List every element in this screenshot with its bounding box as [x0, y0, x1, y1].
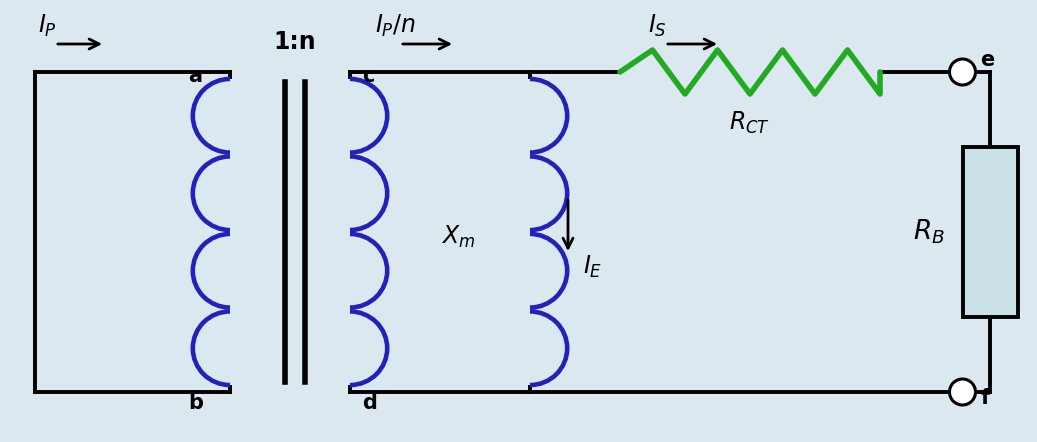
Text: d: d: [362, 393, 376, 413]
Text: $X_m$: $X_m$: [441, 224, 475, 250]
Text: $I_P$: $I_P$: [38, 13, 57, 39]
Circle shape: [950, 59, 976, 85]
Text: e: e: [981, 50, 994, 70]
Text: 1:n: 1:n: [274, 30, 316, 54]
Text: $R_B$: $R_B$: [913, 218, 945, 246]
Text: b: b: [188, 393, 203, 413]
Text: c: c: [362, 66, 374, 86]
Text: $I_E$: $I_E$: [583, 254, 602, 280]
Text: a: a: [188, 66, 202, 86]
Text: $I_S$: $I_S$: [648, 13, 667, 39]
Text: f: f: [981, 388, 989, 408]
Text: $I_P/n$: $I_P/n$: [375, 13, 416, 39]
Circle shape: [950, 379, 976, 405]
FancyBboxPatch shape: [962, 147, 1017, 317]
Text: $R_{CT}$: $R_{CT}$: [729, 110, 770, 136]
